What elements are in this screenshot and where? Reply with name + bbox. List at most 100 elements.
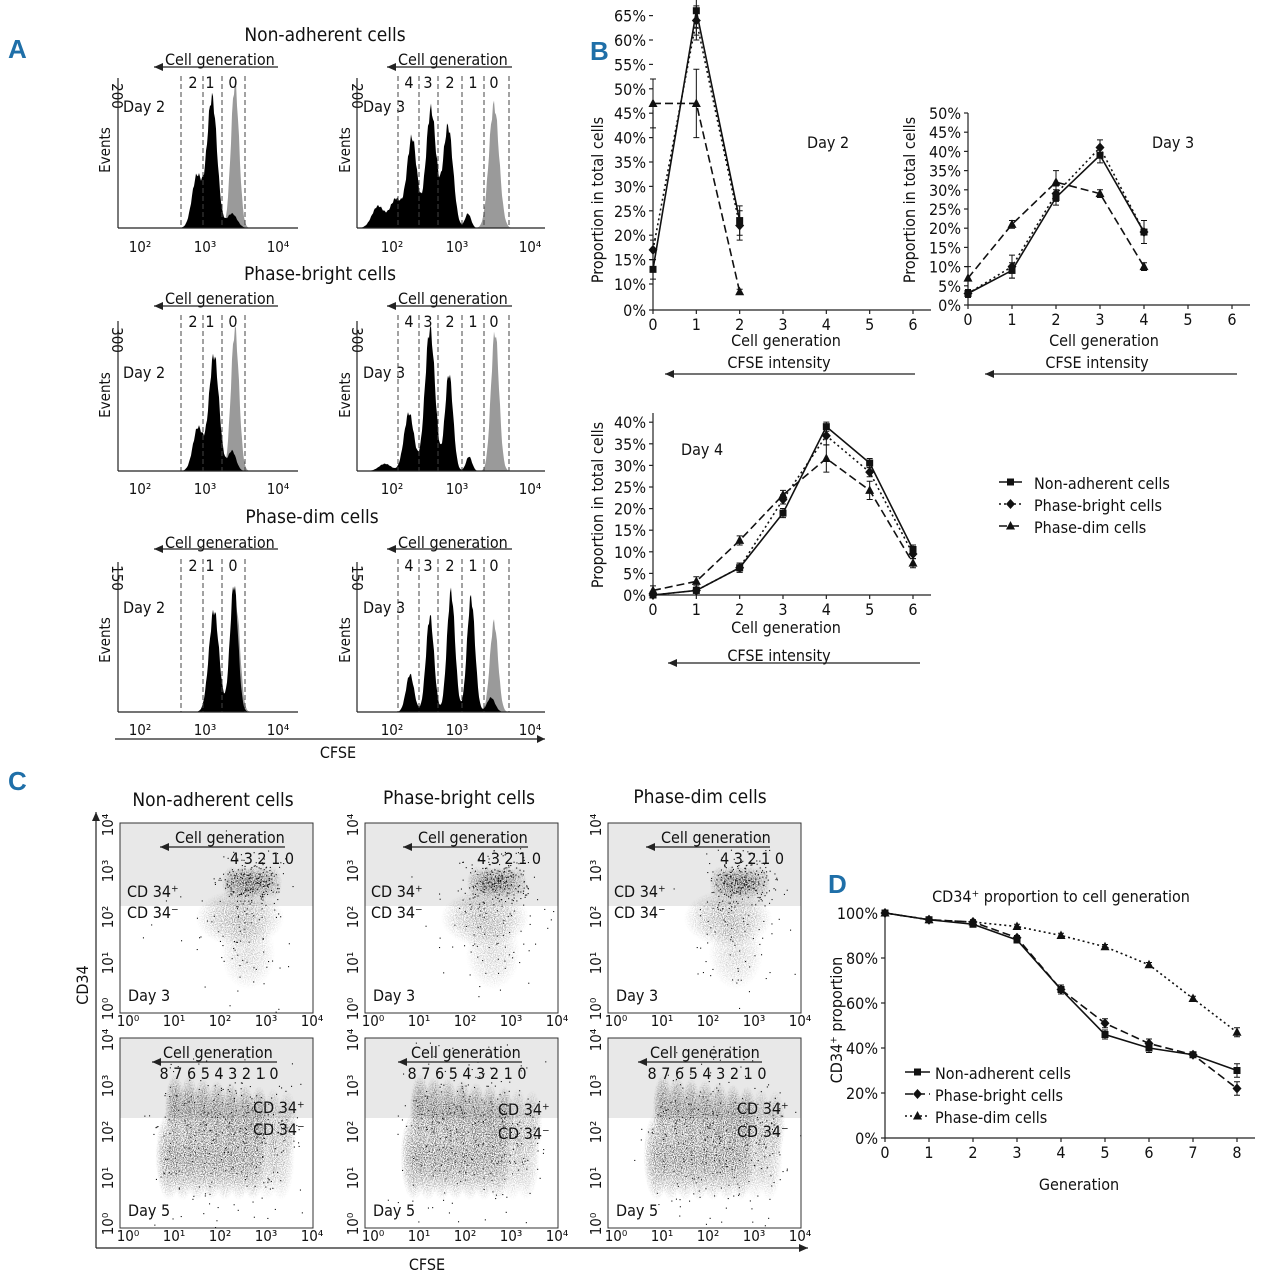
cell-dot xyxy=(504,1111,506,1113)
cell-dot xyxy=(169,1096,171,1098)
cell-dot xyxy=(470,951,472,953)
cell-dot xyxy=(516,867,518,869)
y-tick-label: 10⁰ xyxy=(587,1213,605,1236)
cell-dot xyxy=(202,1121,204,1123)
cell-dot xyxy=(502,934,504,936)
cell-dot xyxy=(674,1127,676,1129)
cell-dot xyxy=(486,867,488,869)
cell-dot xyxy=(679,1119,681,1121)
generation-numbers: 8 7 6 5 4 3 2 1 0 xyxy=(648,1064,767,1083)
cell-dot xyxy=(164,1095,166,1097)
cell-dot xyxy=(504,854,506,856)
cell-dot xyxy=(771,1128,773,1130)
cell-dot xyxy=(492,898,494,900)
generation-number: 1 xyxy=(205,73,214,92)
cell-dot xyxy=(192,1067,194,1069)
cell-dot xyxy=(739,890,741,892)
day-label: Day 3 xyxy=(373,986,415,1005)
y-tick-label: 10¹ xyxy=(99,1167,117,1190)
cell-dot xyxy=(529,1192,531,1194)
x-tick-label: 10⁴ xyxy=(546,1227,569,1245)
cell-dot xyxy=(714,1160,716,1162)
cell-dot xyxy=(259,874,261,876)
generation-numbers: 8 7 6 5 4 3 2 1 0 xyxy=(160,1064,279,1083)
cell-dot xyxy=(227,857,229,859)
y-tick-label: 10² xyxy=(587,1121,605,1144)
cell-dot xyxy=(733,1177,735,1179)
cell-dot xyxy=(180,896,182,898)
cell-dot xyxy=(499,1115,501,1117)
histogram-phasedim-day3: Events 150 Day 3 Cell generation 4 3 2 1 010… xyxy=(336,533,545,739)
cell-dot xyxy=(444,1170,446,1172)
cell-dot xyxy=(249,856,251,858)
cell-dot xyxy=(677,1185,679,1187)
y-max-label: 150 xyxy=(108,565,126,591)
cell-dot xyxy=(236,908,238,910)
cell-dot xyxy=(491,884,493,886)
cell-dot xyxy=(249,892,251,894)
day-label: Day 5 xyxy=(616,1201,658,1220)
y-tick-label: 35% xyxy=(614,153,646,172)
cell-dot xyxy=(496,1163,498,1165)
cell-dot xyxy=(479,926,481,928)
cell-generation-label: Cell generation xyxy=(398,289,508,308)
x-tick-label: 10⁰ xyxy=(117,1012,140,1030)
cell-dot xyxy=(263,983,265,985)
generation-number: 0 xyxy=(228,312,237,331)
cell-dot xyxy=(178,1170,180,1172)
cell-dot xyxy=(234,1132,236,1134)
cell-dot xyxy=(755,878,757,880)
cell-dot xyxy=(235,875,237,877)
y-tick-label: 20% xyxy=(929,219,961,238)
cell-dot xyxy=(800,1135,802,1137)
cell-dot xyxy=(495,1194,497,1196)
cell-dot xyxy=(498,1129,500,1131)
cell-dot xyxy=(244,900,246,902)
x-tick-label: 10³ xyxy=(446,238,469,256)
cell-dot xyxy=(240,940,242,942)
cell-dot xyxy=(281,1087,283,1089)
cell-dot xyxy=(509,932,511,934)
cell-dot xyxy=(743,883,745,885)
events-axis-label: Events xyxy=(336,617,354,663)
cell-dot xyxy=(702,1161,704,1163)
cell-dot xyxy=(195,1140,197,1142)
cell-dot xyxy=(429,1042,431,1044)
cell-dot xyxy=(491,1160,493,1162)
cell-dot xyxy=(231,958,233,960)
data-point xyxy=(963,288,973,299)
cell-dot xyxy=(717,906,719,908)
cell-dot xyxy=(753,853,755,855)
cell-dot xyxy=(250,877,252,879)
cell-dot xyxy=(494,1085,496,1087)
cell-dot xyxy=(759,943,761,945)
cell-dot xyxy=(197,1096,199,1098)
data-point xyxy=(1095,188,1105,198)
cell-dot xyxy=(505,881,507,883)
panel-a-row1-title: Non-adherent cells xyxy=(244,24,405,46)
data-point xyxy=(865,485,875,494)
y-tick-label: 40% xyxy=(846,1039,878,1058)
cell-dot xyxy=(281,1151,283,1153)
cell-dot xyxy=(738,1159,740,1161)
cell-dot xyxy=(454,1112,456,1114)
cell-dot xyxy=(704,1139,706,1141)
cell-dot xyxy=(771,1185,773,1187)
cell-dot xyxy=(435,1113,437,1115)
cell-dot xyxy=(652,1128,654,1130)
cell-dot xyxy=(769,1101,771,1103)
cell-dot xyxy=(467,1084,469,1086)
cell-dot xyxy=(236,877,238,879)
cell-dot xyxy=(705,1188,707,1190)
cell-dot xyxy=(729,890,731,892)
cell-dot xyxy=(471,868,473,870)
cell-dot xyxy=(488,947,490,949)
cell-dot xyxy=(522,874,524,876)
cell-dot xyxy=(677,1142,679,1144)
x-tick-label: 10³ xyxy=(743,1227,766,1245)
cell-dot xyxy=(675,1123,677,1125)
cell-dot xyxy=(510,884,512,886)
x-tick-label: 10⁴ xyxy=(301,1012,324,1030)
cell-dot xyxy=(508,870,510,872)
